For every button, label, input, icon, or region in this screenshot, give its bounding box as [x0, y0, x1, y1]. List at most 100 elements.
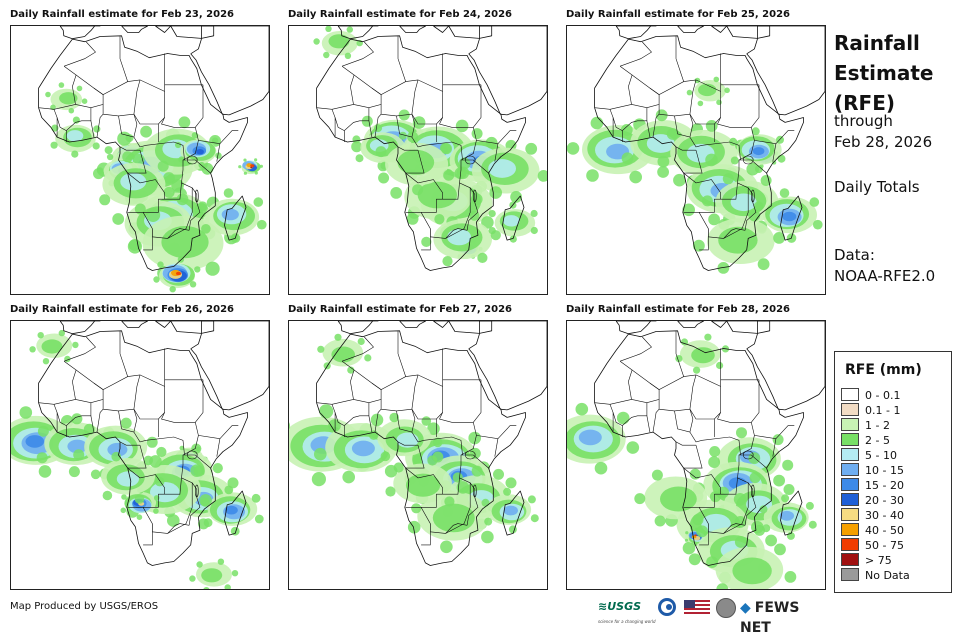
rain-speckle — [212, 463, 223, 474]
rain-speckle — [772, 160, 777, 165]
rain-speckle — [730, 156, 739, 165]
madagascar-coastline — [224, 490, 247, 536]
lake-malawi — [473, 189, 477, 203]
rain-speckle — [102, 490, 113, 501]
rain-speckle — [705, 153, 718, 167]
panel-title: Daily Rainfall estimate for Feb 25, 2026 — [566, 9, 790, 20]
rain-speckle — [253, 197, 264, 207]
rain-speckle — [751, 520, 764, 534]
rain-speckle — [748, 209, 761, 222]
rainfall-map — [566, 25, 826, 295]
rain-speckle — [146, 436, 158, 448]
rain-speckle — [83, 423, 95, 435]
country-border — [397, 353, 406, 377]
country-border — [699, 523, 709, 546]
country-border — [699, 228, 709, 251]
rain-speckle — [355, 154, 364, 163]
country-border — [143, 198, 165, 213]
rain-speckle — [196, 561, 203, 568]
rain-speckle — [675, 355, 683, 363]
rain-cell — [120, 172, 147, 191]
country-border — [445, 523, 468, 534]
rain-speckle — [58, 82, 65, 88]
legend-swatch — [841, 568, 859, 581]
fews-mark-icon: ◆ — [740, 600, 751, 616]
arabia-coastline — [190, 321, 269, 411]
iberia-coastline — [615, 321, 657, 335]
rain-speckle — [705, 120, 718, 132]
rainfall-map — [288, 25, 548, 295]
lake-victoria — [742, 450, 754, 460]
country-border — [133, 409, 185, 456]
rain-speckle — [50, 104, 56, 111]
country-border — [439, 379, 482, 423]
rain-speckle — [709, 491, 721, 503]
map-panel-feb-23: Daily Rainfall estimate for Feb 23, 2026 — [10, 9, 270, 295]
country-border — [397, 441, 418, 446]
rain-speckle — [503, 487, 512, 496]
country-border — [133, 374, 165, 420]
country-border — [374, 113, 382, 138]
country-border — [371, 79, 443, 95]
fews-net-logo: ◆ FEWS NET — [740, 598, 828, 638]
rain-speckle — [772, 434, 784, 446]
rain-speckle — [169, 286, 176, 293]
iberia-coastline — [59, 26, 101, 40]
rain-speckle — [620, 124, 633, 136]
rain-cell — [59, 92, 78, 105]
country-border — [167, 523, 190, 534]
iberia-coastline — [337, 321, 379, 335]
rainfall-map — [10, 25, 270, 295]
rain-speckle — [342, 470, 355, 484]
panel-title: Daily Rainfall estimate for Feb 24, 2026 — [288, 9, 512, 20]
rain-speckle — [134, 203, 146, 215]
rain-speckle — [153, 508, 159, 514]
rain-speckle — [319, 404, 334, 419]
rain-speckle — [352, 135, 361, 144]
rain-speckle — [361, 115, 373, 127]
rain-speckle — [191, 132, 199, 139]
country-border — [161, 84, 204, 128]
lake-victoria — [464, 450, 476, 460]
country-border — [675, 58, 684, 82]
rain-speckle — [29, 346, 36, 353]
rain-speckle — [36, 452, 48, 464]
rain-speckle — [93, 125, 101, 133]
greece-coastline — [155, 26, 172, 33]
map-panel-feb-27: Daily Rainfall estimate for Feb 27, 2026 — [288, 304, 548, 590]
country-border — [143, 228, 153, 251]
country-border — [683, 467, 738, 495]
africa-coastline — [316, 35, 526, 271]
rain-speckle — [223, 188, 234, 198]
rain-speckle — [42, 358, 50, 365]
product-title: Rainfall Estimate (RFE) — [834, 28, 933, 118]
country-border — [609, 109, 614, 138]
country-border — [405, 467, 460, 495]
rain-speckle — [455, 119, 469, 133]
rain-speckle — [586, 169, 599, 182]
rain-speckle — [227, 477, 239, 489]
country-border — [609, 404, 614, 433]
africa-coastline — [594, 330, 804, 566]
rain-speckle — [774, 543, 786, 556]
rain-speckle — [809, 197, 820, 207]
rain-speckle — [689, 468, 701, 480]
rain-cell — [196, 149, 204, 155]
rain-speckle — [51, 124, 59, 132]
country-border — [717, 84, 760, 128]
logo-bar: ≋USGS science for a changing world ◆ FEWS … — [598, 598, 828, 636]
country-border — [316, 399, 354, 405]
rain-speckle — [481, 530, 494, 544]
rain-speckle — [762, 524, 771, 533]
rain-cell — [698, 83, 717, 97]
rain-speckle — [527, 495, 536, 504]
rain-speckle — [230, 526, 240, 536]
usgs-logo-text: USGS — [607, 600, 642, 613]
noaa-bird-icon — [666, 604, 672, 610]
rainfall-layer — [45, 82, 267, 293]
rain-speckle — [760, 175, 772, 186]
rain-speckle — [692, 514, 704, 526]
rain-speckle — [385, 486, 396, 497]
lake-victoria — [464, 155, 476, 165]
rain-speckle — [716, 99, 722, 106]
